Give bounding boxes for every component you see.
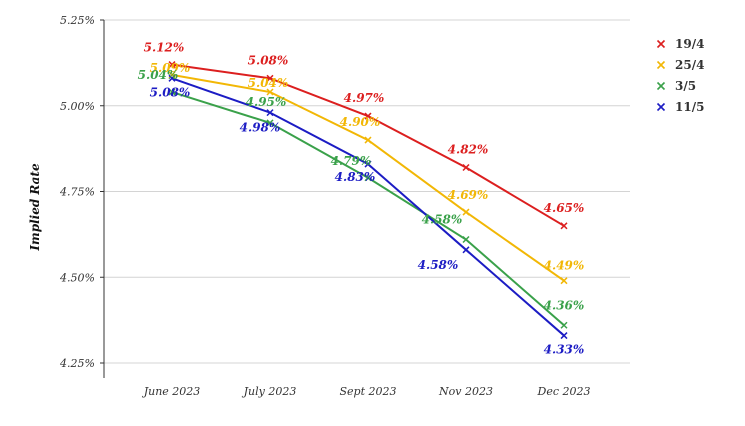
y-axis-label: Implied Rate: [28, 163, 42, 252]
x-tick-label: Sept 2023: [340, 385, 397, 398]
data-label: 4.49%: [544, 259, 585, 273]
marker-stroke: [462, 163, 470, 172]
legend-marker: [656, 102, 666, 112]
x-axis-ticks: June 2023 July 2023 Sept 2023 Nov 2023 Dec 2…: [142, 385, 591, 398]
data-label: 5.08%: [150, 85, 191, 99]
data-point-marker: [462, 208, 470, 216]
data-label: 4.82%: [448, 142, 489, 156]
data-point-marker: [266, 74, 274, 82]
axes: [100, 19, 105, 378]
legend-marker: [656, 60, 666, 70]
data-label: 5.04%: [248, 76, 289, 90]
marker-stroke: [560, 277, 568, 285]
marker-stroke: [266, 119, 274, 127]
data-point-marker: [168, 88, 176, 96]
marker-stroke: [560, 321, 568, 329]
data-point-marker: [266, 88, 274, 96]
marker-stroke: [168, 61, 176, 69]
legend-item[interactable]: 19/4: [656, 37, 705, 51]
legend-item[interactable]: 11/5: [656, 100, 705, 114]
data-point-marker: [560, 277, 568, 285]
data-label: 5.04%: [138, 68, 179, 82]
data-point-marker: [560, 321, 568, 329]
marker-stroke: [168, 74, 176, 82]
x-tick-label: Dec 2023: [537, 385, 591, 398]
marker-stroke: [364, 112, 372, 120]
data-label: 4.90%: [340, 115, 381, 129]
marker-stroke: [266, 74, 274, 82]
x-tick-label: Nov 2023: [438, 385, 493, 398]
y-axis-ticks: 4.25% 4.50% 4.75% 5.00% 5.25%: [59, 14, 95, 370]
data-label: 5.09%: [150, 61, 191, 75]
y-tick-label: 5.00%: [60, 100, 95, 113]
legend-label: 19/4: [675, 37, 704, 51]
data-labels: 5.12%5.08%4.97%4.82%4.65%5.09%5.04%4.90%…: [138, 41, 585, 357]
data-point-marker: [168, 61, 176, 69]
data-label: 4.58%: [422, 213, 463, 227]
data-label: 4.97%: [344, 91, 385, 105]
data-point-marker: [560, 332, 568, 340]
data-label: 4.79%: [331, 154, 372, 168]
legend-marker: [656, 39, 666, 49]
data-point-marker: [462, 235, 470, 244]
legend-label: 11/5: [675, 100, 704, 114]
grid: [104, 19, 630, 364]
data-point-marker: [364, 160, 372, 168]
data-point-marker: [266, 109, 274, 117]
marker-stroke: [560, 222, 568, 230]
y-tick-label: 4.50%: [59, 271, 95, 284]
y-tick-label: 4.25%: [59, 357, 95, 370]
marker-stroke: [560, 332, 568, 340]
data-label: 4.58%: [418, 258, 459, 272]
marker-stroke: [364, 160, 372, 168]
x-tick-label: July 2023: [242, 385, 297, 398]
data-label: 4.98%: [240, 121, 281, 135]
data-point-marker: [462, 163, 470, 172]
data-point-marker: [266, 119, 274, 127]
data-label: 4.83%: [335, 170, 376, 184]
legend[interactable]: 19/4 25/4 3/5 11/5: [656, 37, 705, 114]
series-layer: [168, 61, 568, 340]
y-tick-label: 4.75%: [59, 186, 95, 199]
marker-stroke: [462, 208, 470, 216]
legend-label: 3/5: [675, 79, 696, 93]
legend-label: 25/4: [675, 58, 704, 72]
marker-stroke: [168, 88, 176, 96]
marker-stroke: [364, 174, 372, 182]
marker-stroke: [364, 136, 372, 144]
legend-marker: [656, 81, 666, 91]
series-line: [171, 63, 565, 227]
data-label: 4.65%: [544, 201, 585, 215]
marker-stroke: [266, 88, 274, 96]
data-point-marker: [168, 74, 176, 82]
data-point-marker: [462, 246, 470, 254]
data-point-marker: [560, 222, 568, 230]
data-label: 5.12%: [144, 41, 185, 55]
data-label: 4.33%: [544, 343, 585, 357]
marker-stroke: [462, 246, 470, 254]
data-label: 5.08%: [248, 53, 289, 67]
marker-stroke: [462, 235, 470, 244]
data-label: 4.95%: [246, 95, 287, 109]
data-point-marker: [364, 174, 372, 182]
legend-item[interactable]: 25/4: [656, 58, 705, 72]
data-label: 4.69%: [448, 188, 489, 202]
x-tick-label: June 2023: [142, 385, 201, 398]
marker-stroke: [266, 109, 274, 117]
data-point-marker: [364, 112, 372, 120]
data-point-marker: [364, 136, 372, 144]
y-tick-label: 5.25%: [60, 14, 95, 27]
legend-item[interactable]: 3/5: [656, 79, 697, 93]
data-label: 4.36%: [544, 298, 585, 312]
